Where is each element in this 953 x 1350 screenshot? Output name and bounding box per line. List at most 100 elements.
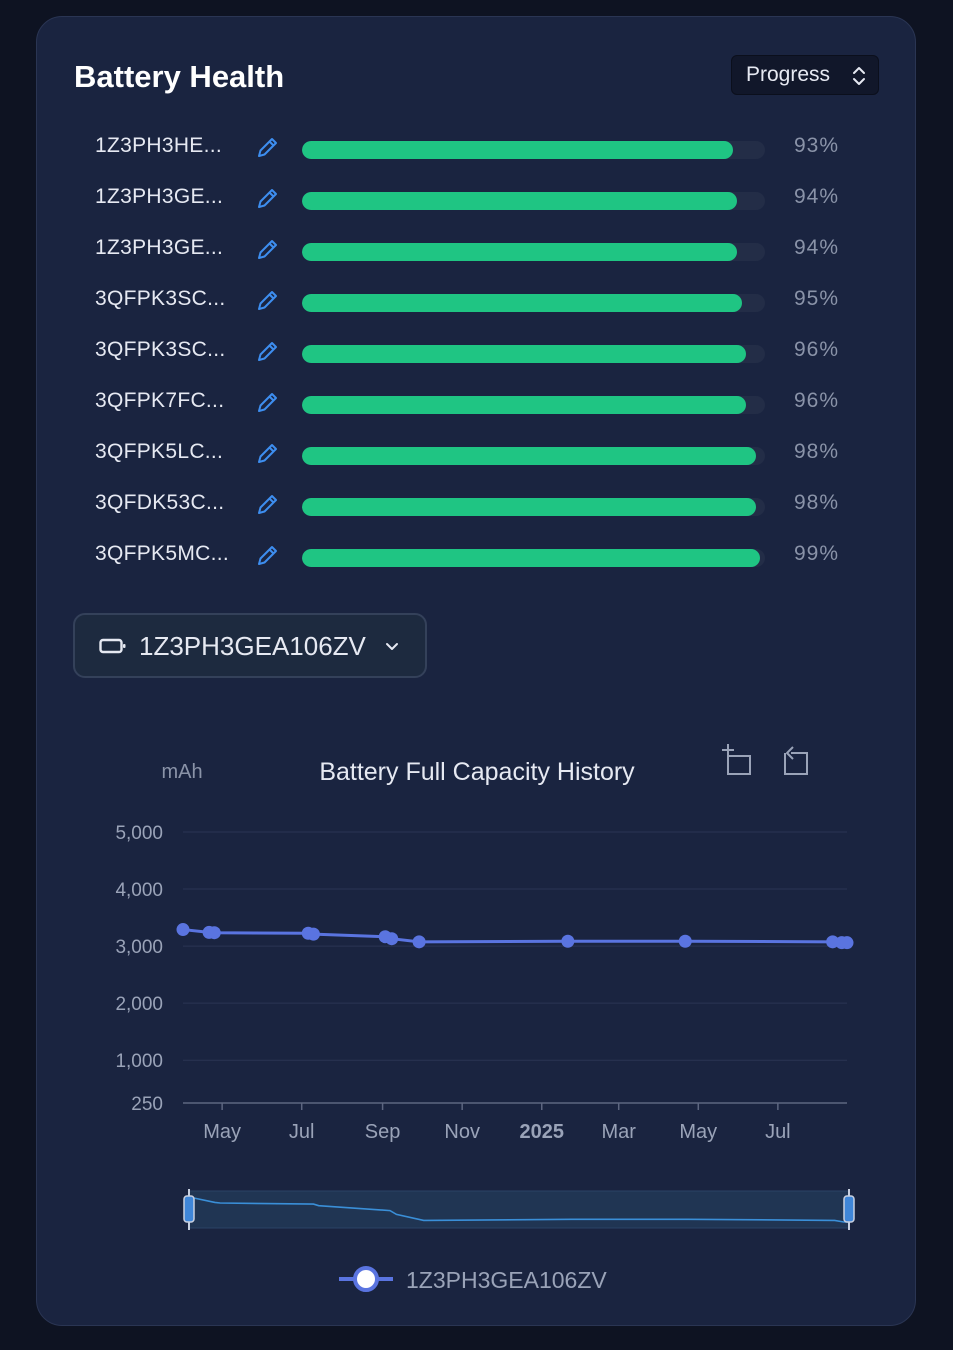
device-name: 3QFDK53C...	[95, 491, 225, 514]
edit-pencil-icon[interactable]	[254, 390, 280, 416]
edit-pencil-icon[interactable]	[254, 543, 280, 569]
health-row: 3QFPK3SC... 96%	[37, 328, 915, 379]
health-percent: 96%	[794, 338, 840, 361]
zoom-select-icon[interactable]	[717, 741, 757, 777]
data-point[interactable]	[306, 927, 320, 941]
health-progress-bar	[302, 447, 765, 465]
health-progress-bar	[302, 549, 765, 567]
health-progress-fill	[302, 141, 733, 159]
device-name: 1Z3PH3HE...	[95, 134, 223, 157]
y-axis: 5,000 4,000 3,000 2,000 1,000 250	[115, 823, 163, 1115]
x-tick-label: 2025	[519, 1121, 564, 1143]
series-line	[182, 928, 847, 945]
data-point[interactable]	[678, 934, 692, 948]
series-layer	[176, 923, 854, 950]
device-name: 3QFPK7FC...	[95, 389, 225, 412]
health-progress-fill	[302, 243, 738, 261]
x-tick-label: May	[679, 1121, 717, 1143]
edit-pencil-icon[interactable]	[254, 288, 280, 314]
chart-title: Battery Full Capacity History	[319, 758, 635, 786]
health-progress-bar	[302, 294, 765, 312]
device-select-value: 1Z3PH3GEA106ZV	[139, 631, 366, 661]
health-progress-bar	[302, 345, 765, 363]
zoom-handle-right[interactable]	[843, 1189, 855, 1230]
data-point[interactable]	[176, 923, 190, 937]
health-progress-bar	[302, 498, 765, 516]
health-row: 3QFPK7FC... 96%	[37, 379, 915, 430]
health-progress-fill	[302, 294, 742, 312]
health-row: 3QFPK5LC... 98%	[37, 430, 915, 481]
health-percent: 94%	[794, 236, 840, 259]
health-row: 1Z3PH3GE... 94%	[37, 226, 915, 277]
chevron-down-icon	[385, 639, 399, 657]
health-percent: 94%	[794, 185, 840, 208]
view-mode-select[interactable]: Progress	[731, 55, 879, 95]
x-tick-label: Jul	[289, 1121, 315, 1143]
health-percent: 93%	[794, 134, 840, 157]
health-row: 3QFPK5MC... 99%	[37, 532, 915, 583]
legend-marker-icon	[353, 1266, 379, 1292]
device-name: 3QFPK3SC...	[95, 287, 226, 310]
health-row: 3QFPK3SC... 95%	[37, 277, 915, 328]
edit-pencil-icon[interactable]	[254, 237, 280, 263]
health-progress-fill	[302, 345, 747, 363]
device-name: 3QFPK3SC...	[95, 338, 226, 361]
edit-pencil-icon[interactable]	[254, 186, 280, 212]
data-point[interactable]	[412, 935, 426, 949]
zoom-reset-icon[interactable]	[777, 741, 817, 777]
legend-label: 1Z3PH3GEA106ZV	[406, 1267, 607, 1293]
health-progress-fill	[302, 192, 738, 210]
health-progress-bar	[302, 396, 765, 414]
health-progress-fill	[302, 549, 761, 567]
data-point[interactable]	[207, 926, 221, 940]
y-tick-label: 2,000	[115, 994, 163, 1015]
device-select[interactable]: 1Z3PH3GEA106ZV	[73, 613, 427, 678]
x-tick-label: Jul	[765, 1121, 791, 1143]
zoom-slider-track	[188, 1190, 850, 1229]
zoom-slider-preview-line	[188, 1196, 849, 1223]
health-percent: 96%	[794, 389, 840, 412]
y-tick-label: 3,000	[115, 937, 163, 958]
edit-pencil-icon[interactable]	[254, 339, 280, 365]
up-down-chevron-icon	[852, 66, 866, 92]
x-tick-label: Nov	[444, 1121, 480, 1143]
health-percent: 98%	[794, 491, 840, 514]
y-tick-label: 1,000	[115, 1051, 163, 1072]
edit-pencil-icon[interactable]	[254, 441, 280, 467]
health-percent: 95%	[794, 287, 840, 310]
data-point[interactable]	[840, 936, 854, 950]
health-progress-bar	[302, 243, 765, 261]
health-progress-fill	[302, 447, 756, 465]
x-tick-label: Sep	[365, 1121, 401, 1143]
chart-grid	[183, 831, 847, 1104]
device-name: 1Z3PH3GE...	[95, 236, 224, 259]
zoom-handle-left[interactable]	[183, 1189, 195, 1230]
data-zoom-slider[interactable]	[183, 1189, 855, 1230]
y-tick-label: 4,000	[115, 880, 163, 901]
y-tick-label: 250	[131, 1094, 163, 1115]
data-point[interactable]	[561, 934, 575, 948]
edit-pencil-icon[interactable]	[254, 135, 280, 161]
device-name: 3QFPK5MC...	[95, 542, 229, 565]
x-tick-label: Mar	[601, 1121, 636, 1143]
health-percent: 98%	[794, 440, 840, 463]
edit-pencil-icon[interactable]	[254, 492, 280, 518]
card-title: Battery Health	[74, 59, 285, 94]
legend-item[interactable]: 1Z3PH3GEA106ZV	[339, 1266, 607, 1293]
health-progress-bar	[302, 141, 765, 159]
health-progress-bar	[302, 192, 765, 210]
data-point[interactable]	[385, 932, 399, 946]
device-name: 1Z3PH3GE...	[95, 185, 224, 208]
health-row: 1Z3PH3GE... 94%	[37, 175, 915, 226]
health-row: 3QFDK53C... 98%	[37, 481, 915, 532]
battery-health-card: Battery Health Progress 1Z3PH3HE... 93% 1Z…	[36, 16, 916, 1326]
device-name: 3QFPK5LC...	[95, 440, 224, 463]
health-row: 1Z3PH3HE... 93%	[37, 124, 915, 175]
health-percent: 99%	[794, 542, 840, 565]
capacity-history-chart: mAh Battery Full Capacity History 5,000 4…	[115, 741, 855, 1293]
y-tick-label: 5,000	[115, 823, 163, 844]
x-tick-label: May	[203, 1121, 241, 1143]
health-progress-fill	[302, 396, 747, 414]
x-axis: May Jul Sep Nov 2025 Mar May Jul	[203, 1103, 791, 1143]
health-progress-fill	[302, 498, 756, 516]
